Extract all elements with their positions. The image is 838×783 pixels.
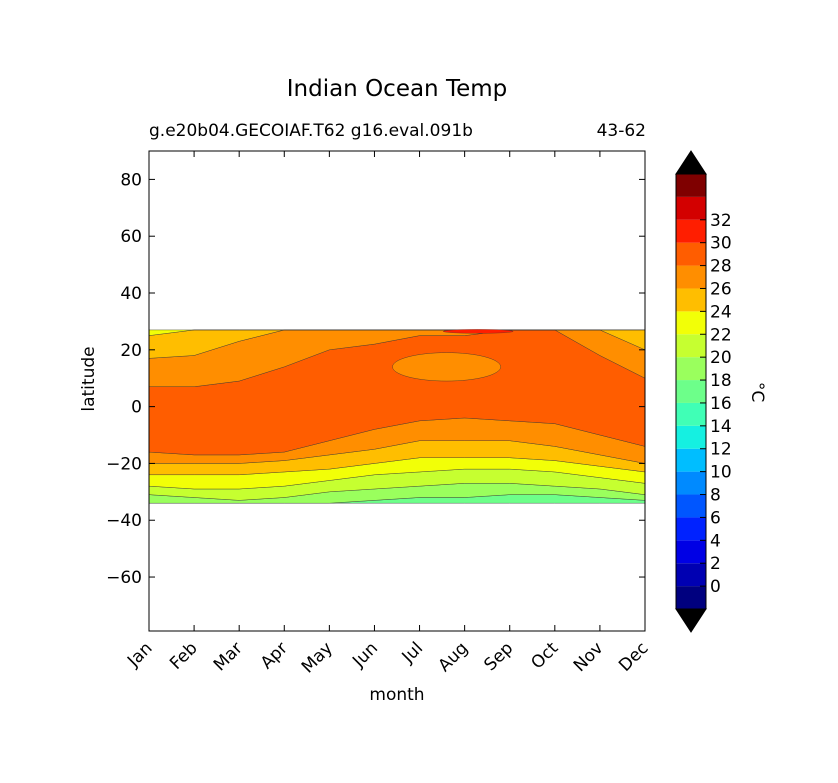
chart-subtitle-years: 43-62 <box>596 121 646 141</box>
colorbar-swatch <box>676 174 706 197</box>
colorbar-tick-label: 26 <box>710 279 732 299</box>
colorbar-swatch <box>676 471 706 495</box>
y-axis-label: latitude <box>79 346 99 411</box>
x-tick-label: Jul <box>398 638 427 667</box>
colorbar-tick-label: 10 <box>710 463 732 483</box>
colorbar-tick-label: 8 <box>710 486 721 506</box>
band-north-22-24 <box>148 329 645 336</box>
band-hot-sliver <box>443 329 514 334</box>
x-tick-label: Jun <box>348 638 382 672</box>
y-tick-label: 20 <box>120 341 142 361</box>
colorbar-swatch <box>676 494 706 518</box>
band-pocket-26-28 <box>392 352 501 382</box>
y-tick-label: 60 <box>120 227 142 247</box>
chart-subtitle-case: g.e20b04.GECOIAF.T62 g16.eval.091b <box>149 121 473 141</box>
colorbar-tick-label: 18 <box>710 371 732 391</box>
y-tick-label: 40 <box>120 284 142 304</box>
colorbar-swatch <box>676 311 706 335</box>
x-tick-label: Apr <box>257 638 292 673</box>
x-tick-label: May <box>298 638 337 677</box>
colorbar-swatch <box>676 288 706 312</box>
colorbar-swatch <box>676 334 706 358</box>
x-tick-label: Dec <box>615 638 652 675</box>
x-tick-label: Nov <box>570 638 608 676</box>
colorbar-tick-label: 16 <box>710 394 732 414</box>
x-axis-label: month <box>369 685 424 705</box>
colorbar-swatch <box>676 242 706 266</box>
y-tick-label: −20 <box>106 454 142 474</box>
colorbar-swatch <box>676 540 706 564</box>
y-tick-label: 0 <box>131 398 142 418</box>
x-tick-label: Jan <box>123 638 156 671</box>
colorbar-swatch <box>676 563 706 587</box>
x-tick-label: Oct <box>527 638 562 673</box>
colorbar-tick-label: 12 <box>710 440 732 460</box>
colorbar-swatch <box>676 265 706 289</box>
chart-title: Indian Ocean Temp <box>286 76 508 102</box>
colorbar-swatch <box>676 402 706 426</box>
colorbar-tick-label: 0 <box>710 577 721 597</box>
x-tick-label: Feb <box>166 638 201 673</box>
colorbar-tick-label: 20 <box>710 348 732 368</box>
colorbar-tick-label: 4 <box>710 531 721 551</box>
colorbar-tick-label: 30 <box>710 234 732 254</box>
x-tick-label: Aug <box>435 638 473 676</box>
colorbar-swatch <box>676 448 706 472</box>
colorbar-tick-label: 14 <box>710 417 732 437</box>
colorbar-swatch <box>676 517 706 541</box>
x-tick-label: Mar <box>210 638 247 675</box>
colorbar-swatch <box>676 586 706 609</box>
colorbar-swatch <box>676 425 706 449</box>
x-tick-label: Sep <box>480 638 517 675</box>
colorbar-tick-label: 24 <box>710 302 732 322</box>
colorbar-label: °C <box>747 382 767 402</box>
colorbar-tick-label: 28 <box>710 257 732 277</box>
colorbar-swatch <box>676 219 706 243</box>
colorbar-extend-over <box>675 150 707 175</box>
y-tick-label: −40 <box>106 511 142 531</box>
plot-frame <box>148 150 646 632</box>
colorbar-extend-under <box>675 608 707 633</box>
colorbar-tick-label: 6 <box>710 508 721 528</box>
colorbar-swatch <box>676 196 706 220</box>
colorbar-tick-label: 2 <box>710 554 721 574</box>
colorbar-swatch <box>676 380 706 403</box>
y-tick-label: 80 <box>120 170 142 190</box>
colorbar-tick-label: 32 <box>710 211 732 231</box>
y-tick-label: −60 <box>106 568 142 588</box>
colorbar-swatch <box>676 357 706 381</box>
colorbar-frame <box>675 173 707 610</box>
colorbar-tick-label: 22 <box>710 325 732 345</box>
